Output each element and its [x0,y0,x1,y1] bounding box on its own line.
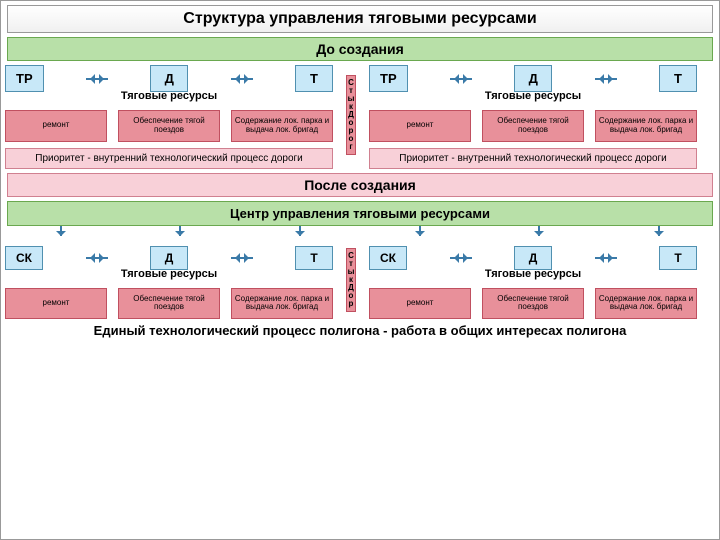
curly: Тяговые ресурсы [5,270,333,284]
down-arrow-icon [60,226,62,236]
box-obesp: Обеспечение тягой поездов [118,288,220,320]
down-arrow-icon [179,226,181,236]
priority-box: Приоритет - внутренний технологический п… [5,148,333,169]
box-d: Д [150,65,188,92]
arrow-icon [231,75,253,83]
box-d: Д [514,246,552,270]
box-d: Д [514,65,552,92]
box-t: Т [659,65,697,92]
box-tr: ТР [369,65,408,92]
box-obesp: Обеспечение тягой поездов [482,110,584,142]
box-soder: Содержание лок. парка и выдача лок. бриг… [595,110,697,142]
box-soder: Содержание лок. парка и выдача лок. бриг… [231,288,333,320]
arrow-icon [595,254,617,262]
priority-box: Приоритет - внутренний технологический п… [369,148,697,169]
box-obesp: Обеспечение тягой поездов [118,110,220,142]
curly: Тяговые ресурсы [5,92,333,106]
arrow-icon [450,254,472,262]
footer-text: Единый технологический процесс полигона … [1,319,719,343]
divider-text: С т ы к Д о р о г [346,75,357,155]
box-soder: Содержание лок. парка и выдача лок. бриг… [231,110,333,142]
box-obesp: Обеспечение тягой поездов [482,288,584,320]
box-remont: ремонт [369,288,471,320]
box-remont: ремонт [5,110,107,142]
box-soder: Содержание лок. парка и выдача лок. бриг… [595,288,697,320]
row-top-left: ТР Д Т [5,65,333,92]
before-halves: ТР Д Т Тяговые ресурсы ремонт Обеспечени… [1,61,719,169]
arrow-icon [595,75,617,83]
box-t: Т [295,246,333,270]
divider-col: С т ы к Д о р о г [337,61,365,169]
row-mid-right: ремонт Обеспечение тягой поездов Содержа… [369,110,697,142]
down-arrow-icon [299,226,301,236]
box-t: Т [659,246,697,270]
arrow-icon [86,75,108,83]
divider-text2: С т ы к Д о р [346,248,357,312]
down-arrow-icon [658,226,660,236]
center-bar: Центр управления тяговыми ресурсами [7,201,713,226]
curly: Тяговые ресурсы [369,270,697,284]
divider-col2: С т ы к Д о р [337,242,365,320]
down-arrow-icon [419,226,421,236]
after-bar: После создания [7,173,713,197]
row-top-right2: СК Д Т [369,246,697,270]
row-top-left2: СК Д Т [5,246,333,270]
box-remont: ремонт [369,110,471,142]
arrow-icon [450,75,472,83]
arrow-icon [231,254,253,262]
box-t: Т [295,65,333,92]
arrow-icon [86,254,108,262]
row-mid-right2: ремонт Обеспечение тягой поездов Содержа… [369,288,697,320]
row-mid-left2: ремонт Обеспечение тягой поездов Содержа… [5,288,333,320]
row-mid-left: ремонт Обеспечение тягой поездов Содержа… [5,110,333,142]
before-bar: До создания [7,37,713,61]
box-sk: СК [369,246,407,270]
diagram-root: Структура управления тяговыми ресурсами … [0,0,720,540]
down-arrow-icon [538,226,540,236]
box-tr: ТР [5,65,44,92]
box-d: Д [150,246,188,270]
box-remont: ремонт [5,288,107,320]
box-sk: СК [5,246,43,270]
main-title: Структура управления тяговыми ресурсами [7,5,713,33]
row-top-right: ТР Д Т [369,65,697,92]
before-left: ТР Д Т Тяговые ресурсы ремонт Обеспечени… [1,61,337,169]
curly: Тяговые ресурсы [369,92,697,106]
after-right: СК Д Т Тяговые ресурсы ремонт Обеспечени… [365,242,701,320]
after-left: СК Д Т Тяговые ресурсы ремонт Обеспечени… [1,242,337,320]
down-arrows [1,226,719,236]
after-halves: СК Д Т Тяговые ресурсы ремонт Обеспечени… [1,242,719,320]
before-right: ТР Д Т Тяговые ресурсы ремонт Обеспечени… [365,61,701,169]
